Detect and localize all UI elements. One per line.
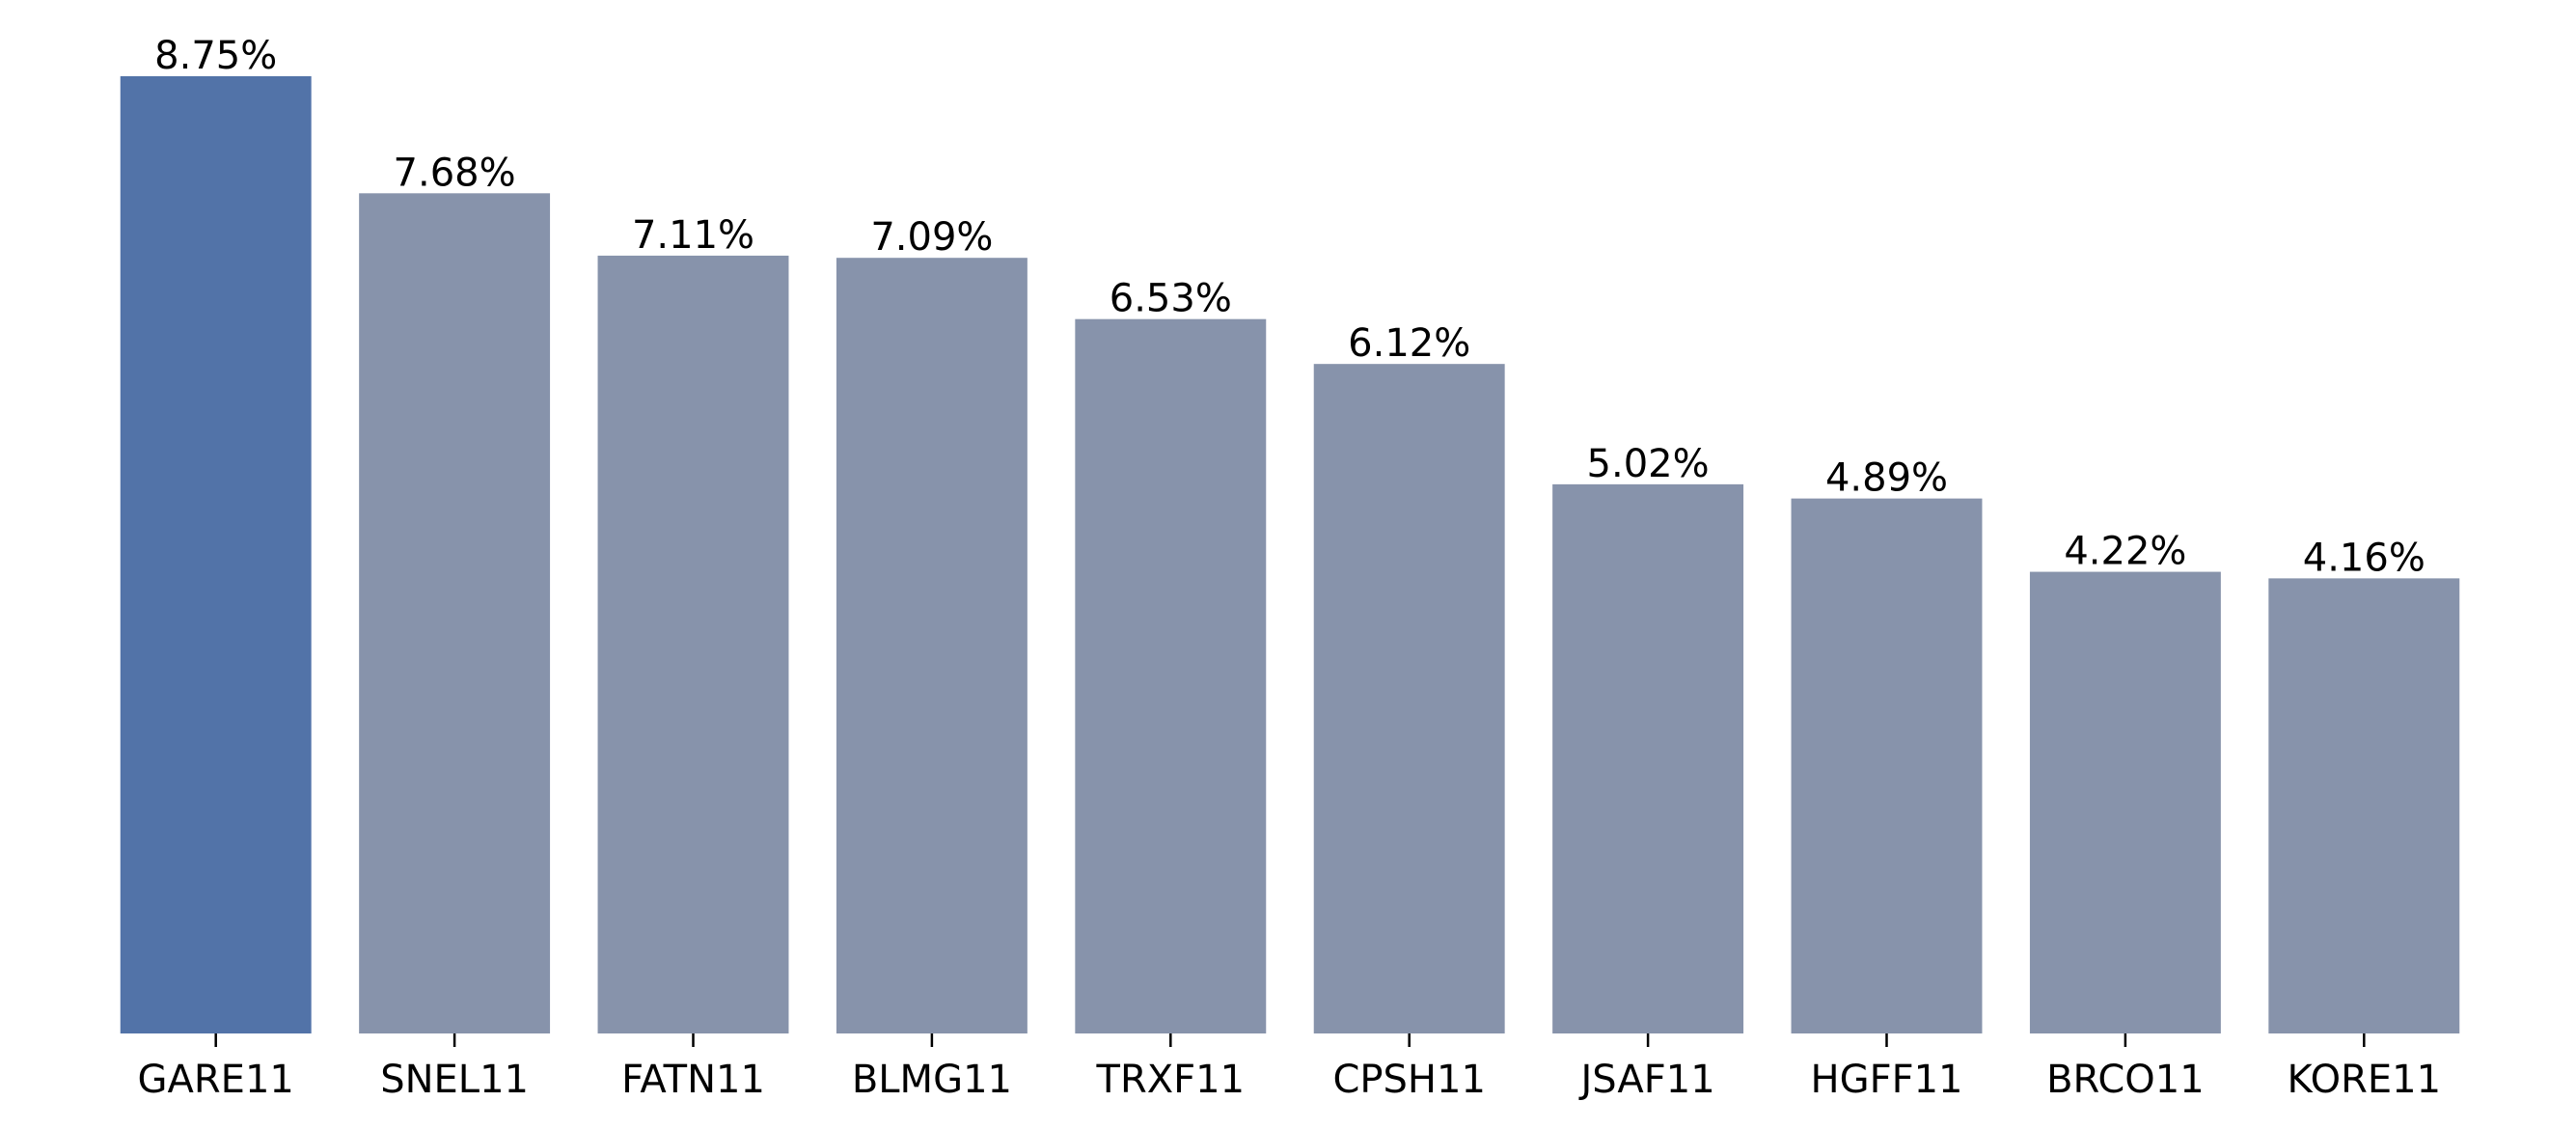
bar-brco11 bbox=[2029, 571, 2221, 1033]
x-tick-label-fatn11: FATN11 bbox=[621, 1058, 765, 1102]
bar-hgff11 bbox=[1791, 498, 1983, 1033]
x-tick-label-kore11: KORE11 bbox=[2288, 1058, 2442, 1102]
bar-cpsh11 bbox=[1313, 364, 1505, 1033]
bar-blmg11 bbox=[836, 258, 1028, 1033]
x-tick-label-trxf11: TRXF11 bbox=[1096, 1058, 1246, 1102]
bars-group bbox=[120, 76, 2460, 1033]
x-tick-label-cpsh11: CPSH11 bbox=[1332, 1058, 1485, 1102]
value-labels-group: 8.75% 7.68% 7.11% 7.09% 6.53% 6.12% 5.02% 4.89%… bbox=[154, 34, 2425, 580]
value-label-gare11: 8.75% bbox=[154, 34, 277, 78]
x-tick-label-snel11: SNEL11 bbox=[380, 1058, 529, 1102]
x-tick-label-hgff11: HGFF11 bbox=[1811, 1058, 1963, 1102]
value-label-jsaf11: 5.02% bbox=[1587, 442, 1710, 486]
x-tick-label-brco11: BRCO11 bbox=[2046, 1058, 2205, 1102]
value-label-brco11: 4.22% bbox=[2064, 530, 2186, 574]
x-tick-label-blmg11: BLMG11 bbox=[852, 1058, 1012, 1102]
value-label-trxf11: 6.53% bbox=[1110, 277, 1232, 321]
value-label-snel11: 7.68% bbox=[394, 151, 516, 195]
bar-kore11 bbox=[2268, 578, 2460, 1033]
bar-fatn11 bbox=[597, 255, 789, 1033]
value-label-blmg11: 7.09% bbox=[870, 215, 993, 260]
value-label-kore11: 4.16% bbox=[2303, 536, 2425, 580]
value-label-cpsh11: 6.12% bbox=[1348, 321, 1470, 366]
value-label-fatn11: 7.11% bbox=[632, 213, 754, 258]
x-tick-label-gare11: GARE11 bbox=[138, 1058, 294, 1102]
x-tick-label-jsaf11: JSAF11 bbox=[1577, 1058, 1714, 1102]
bar-snel11 bbox=[359, 193, 551, 1033]
bar-jsaf11 bbox=[1552, 483, 1744, 1033]
x-axis: GARE11 SNEL11 FATN11 BLMG11 TRXF11 CPSH11 JSAF… bbox=[138, 1033, 2442, 1102]
bar-trxf11 bbox=[1075, 318, 1267, 1033]
bar-gare11 bbox=[120, 76, 312, 1033]
value-label-hgff11: 4.89% bbox=[1825, 456, 1948, 501]
